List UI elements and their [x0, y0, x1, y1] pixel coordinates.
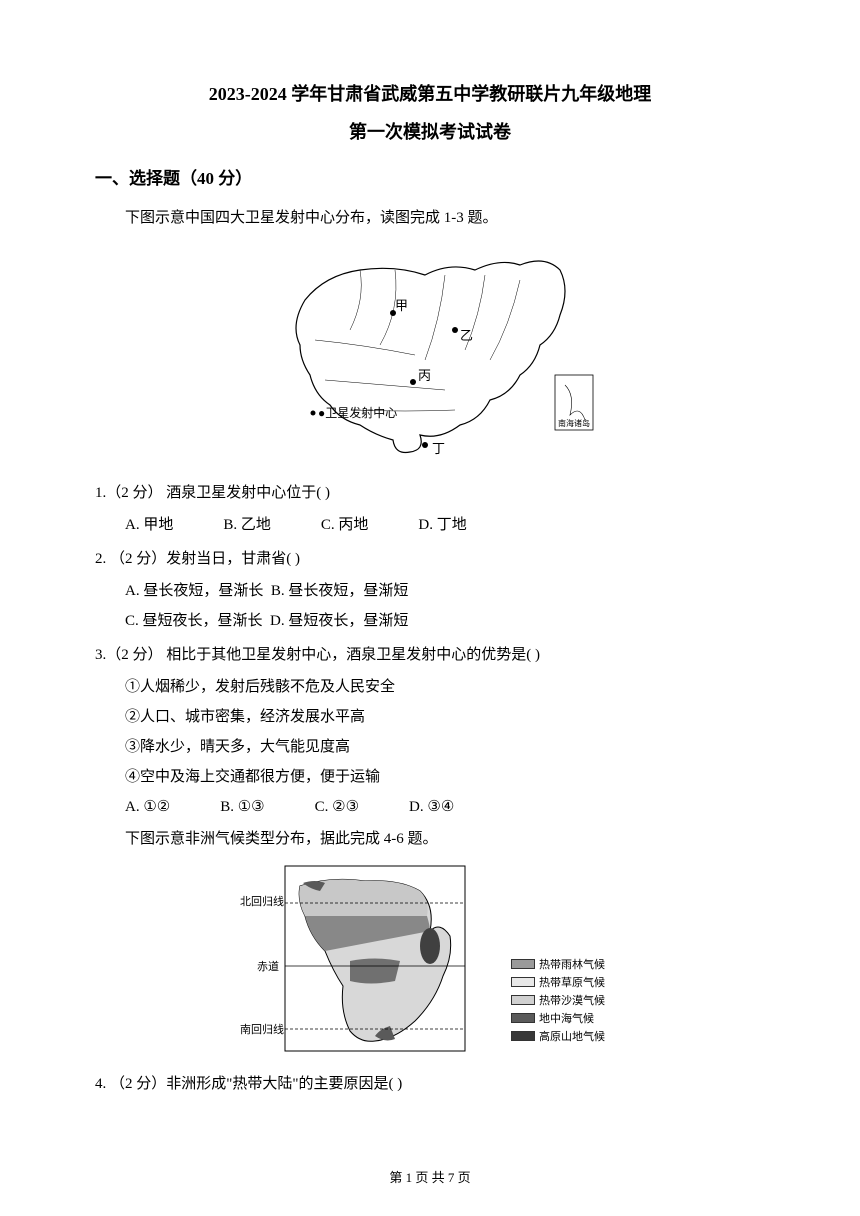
q3-opt-b: B. ①③: [220, 792, 264, 822]
q1-stem: 1.（2 分） 酒泉卫星发射中心位于( ): [95, 478, 765, 508]
question-3: 3.（2 分） 相比于其他卫星发射中心，酒泉卫星发射中心的优势是( ) ①人烟稀…: [95, 640, 765, 822]
legend-swatch-0: [511, 959, 535, 969]
q2-stem: 2. （2 分）发射当日，甘肃省( ): [95, 544, 765, 574]
q1-opt-a: A. 甲地: [125, 510, 173, 540]
q3-opt-a: A. ①②: [125, 792, 170, 822]
africa-legend: 热带雨林气候 热带草原气候 热带沙漠气候 地中海气候 高原山地气候: [511, 956, 605, 1046]
legend-label-1: 热带草原气候: [539, 974, 605, 990]
map-label-yi: 乙: [460, 325, 473, 344]
q3-item-2: ②人口、城市密集，经济发展水平高: [125, 702, 765, 732]
legend-swatch-4: [511, 1031, 535, 1041]
q3-opt-c: C. ②③: [315, 792, 359, 822]
q1-opt-b: B. 乙地: [223, 510, 271, 540]
q3-item-4: ④空中及海上交通都很方便，便于运输: [125, 762, 765, 792]
instruction-2: 下图示意非洲气候类型分布，据此完成 4-6 题。: [95, 826, 765, 853]
page-footer: 第 1 页 共 7 页: [0, 1167, 860, 1186]
africa-tropic-south: 南回归线: [240, 1021, 284, 1037]
map-label-bing: 丙: [418, 365, 431, 384]
legend-label-4: 高原山地气候: [539, 1028, 605, 1044]
section-header: 一、选择题（40 分）: [95, 164, 765, 189]
map-legend-launch: ●卫星发射中心: [318, 404, 397, 421]
legend-label-3: 地中海气候: [539, 1010, 594, 1026]
q2-opt-a: A. 昼长夜短，昼渐长: [125, 583, 263, 599]
question-2: 2. （2 分）发射当日，甘肃省( ) A. 昼长夜短，昼渐长 B. 昼长夜短，…: [95, 544, 765, 636]
africa-tropic-north: 北回归线: [240, 893, 284, 909]
figure-china-map: 甲 乙 丙 丁 ●卫星发射中心 南海诸岛: [95, 240, 765, 470]
map-label-jia: 甲: [395, 295, 408, 314]
q3-item-1: ①人烟稀少，发射后残骸不危及人民安全: [125, 672, 765, 702]
map-corner-label: 南海诸岛: [558, 418, 590, 429]
figure-africa-map: 北回归线 赤道 南回归线 热带雨林气候 热带草原气候 热带沙漠气候 地中海气候 …: [95, 861, 765, 1061]
instruction-1: 下图示意中国四大卫星发射中心分布，读图完成 1-3 题。: [95, 205, 765, 232]
legend-swatch-2: [511, 995, 535, 1005]
exam-title-main: 2023-2024 学年甘肃省武威第五中学教研联片九年级地理: [95, 80, 765, 106]
exam-title-sub: 第一次模拟考试试卷: [95, 118, 765, 144]
legend-swatch-3: [511, 1013, 535, 1023]
legend-label-0: 热带雨林气候: [539, 956, 605, 972]
q2-opt-d: D. 昼短夜长，昼渐短: [270, 613, 408, 629]
q1-opt-c: C. 丙地: [321, 510, 369, 540]
map-label-ding: 丁: [432, 438, 445, 457]
legend-label-2: 热带沙漠气候: [539, 992, 605, 1008]
q3-item-3: ③降水少，晴天多，大气能见度高: [125, 732, 765, 762]
q2-opt-c: C. 昼短夜长，昼渐长: [125, 613, 263, 629]
q3-stem: 3.（2 分） 相比于其他卫星发射中心，酒泉卫星发射中心的优势是( ): [95, 640, 765, 670]
q3-opt-d: D. ③④: [409, 792, 454, 822]
legend-swatch-1: [511, 977, 535, 987]
question-1: 1.（2 分） 酒泉卫星发射中心位于( ) A. 甲地 B. 乙地 C. 丙地 …: [95, 478, 765, 540]
q2-opt-b: B. 昼长夜短，昼渐短: [271, 583, 409, 599]
africa-equator: 赤道: [257, 958, 279, 974]
question-4: 4. （2 分）非洲形成"热带大陆"的主要原因是( ): [95, 1069, 765, 1099]
q4-stem: 4. （2 分）非洲形成"热带大陆"的主要原因是( ): [95, 1069, 765, 1099]
q1-opt-d: D. 丁地: [418, 510, 466, 540]
